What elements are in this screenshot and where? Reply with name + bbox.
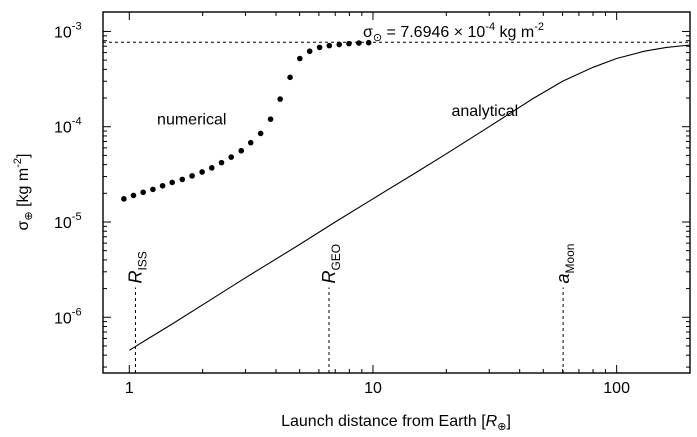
y-tick-label: 10-6 <box>54 306 82 327</box>
numerical-point <box>208 165 215 171</box>
numerical-point <box>247 139 254 146</box>
y-tick-label: 10-3 <box>54 20 82 41</box>
y-tick-labels: 10-6 10-5 10-4 10-3 <box>54 20 82 327</box>
y-axis-label: σ⊕ [kg m-2] <box>12 154 35 231</box>
asymptote-label: σ⊙ = 7.6946 × 10-4 kg m-2 <box>363 21 544 44</box>
numerical-point <box>130 192 137 199</box>
rgeo-marker-label: RGEO <box>319 244 343 284</box>
riss-marker-label: RISS <box>125 251 149 283</box>
series-label: analytical <box>451 103 518 120</box>
x-tick-label: 1 <box>125 380 134 397</box>
axis-ticks <box>103 12 691 373</box>
numerical-point <box>365 39 372 46</box>
numerical-point <box>316 44 323 51</box>
numerical-point <box>257 130 264 137</box>
numerical-point <box>189 173 195 179</box>
numerical-point <box>228 154 235 160</box>
plot-frame <box>102 11 691 374</box>
x-tick-labels: 1 10 100 <box>125 380 630 397</box>
series-label: numerical <box>157 112 226 129</box>
amoon-marker-label: aMoon <box>553 244 577 284</box>
x-tick-label: 100 <box>603 380 630 397</box>
numerical-point <box>287 74 293 81</box>
numerical-point <box>267 116 274 122</box>
marker-lines: RISS RGEO aMoon <box>125 244 577 373</box>
numerical-point <box>346 40 352 47</box>
numerical-point <box>326 42 333 49</box>
numerical-point <box>336 41 343 48</box>
x-tick-label: 10 <box>364 380 382 397</box>
numerical-point <box>199 169 205 175</box>
y-tick-label: 10-5 <box>54 211 82 232</box>
numerical-point <box>121 196 127 202</box>
series-labels: numerical analytical <box>157 103 518 129</box>
analytical-curve <box>129 44 691 351</box>
numerical-point <box>150 186 156 193</box>
numerical-point <box>218 159 225 166</box>
x-axis-label: Launch distance from Earth [R⊕] <box>281 413 511 433</box>
numerical-point <box>356 40 362 46</box>
numerical-point <box>297 55 303 62</box>
numerical-point <box>179 176 186 183</box>
numerical-point <box>169 179 176 186</box>
y-tick-label: 10-4 <box>54 116 82 137</box>
numerical-points <box>121 39 372 202</box>
numerical-point <box>159 182 166 189</box>
numerical-point <box>277 96 283 102</box>
numerical-point <box>140 189 146 196</box>
numerical-point <box>238 147 245 154</box>
numerical-point <box>306 48 313 55</box>
